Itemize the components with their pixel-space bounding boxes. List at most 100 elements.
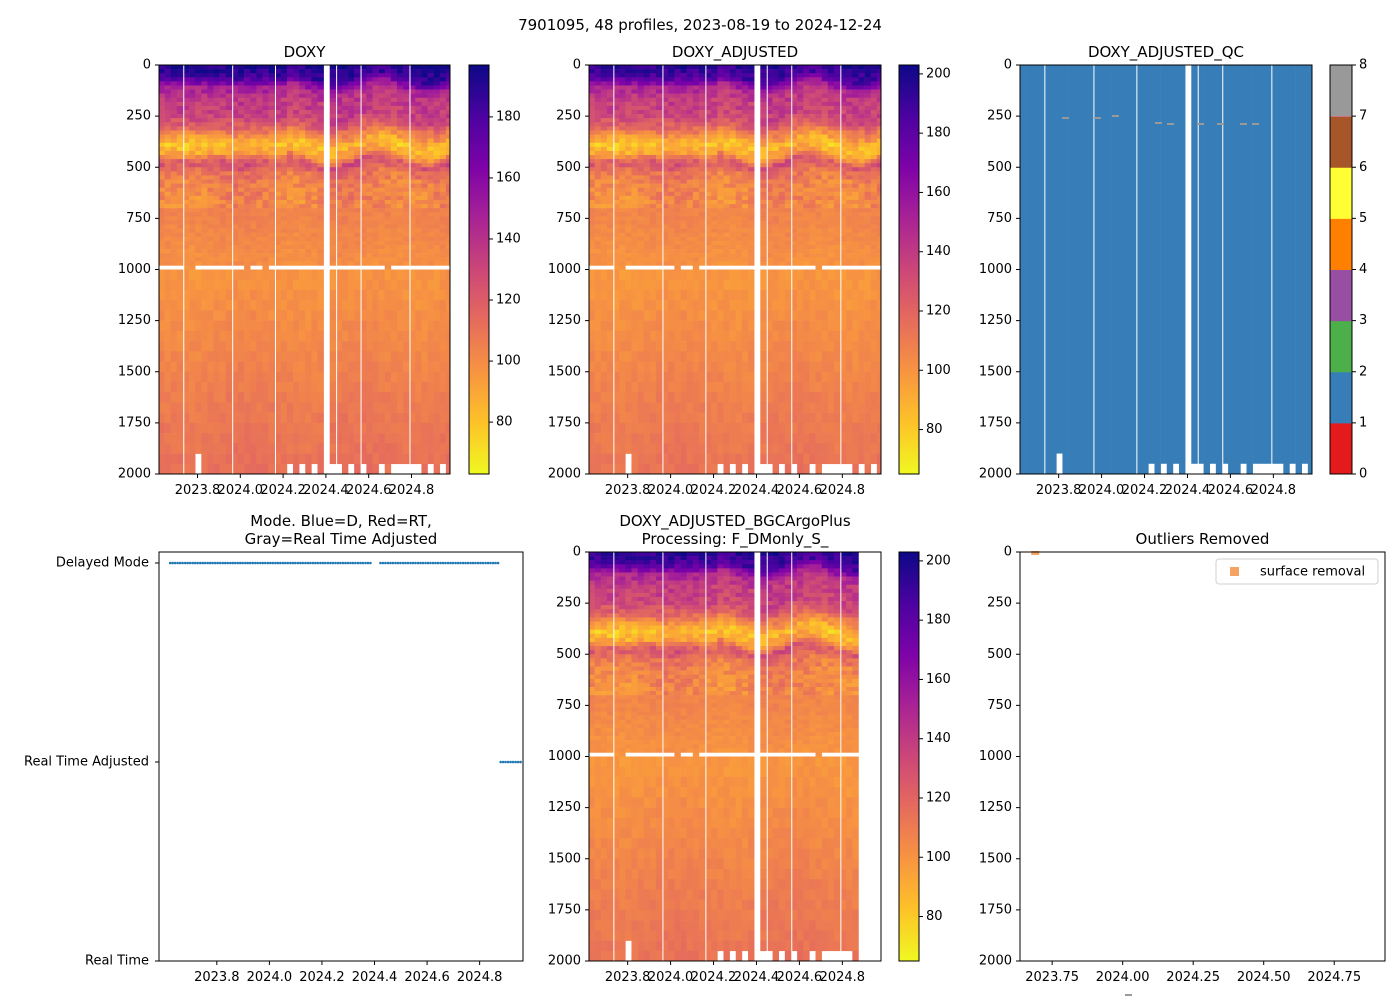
heatmap-cell [668,270,674,281]
heatmap-cell [699,151,705,155]
heatmap-cell [256,167,262,171]
heatmap-cell [214,122,220,126]
heatmap-cell [589,110,595,114]
heatmap-cell [723,454,729,465]
heatmap-cell [348,257,354,261]
heatmap-cell [317,102,323,106]
heatmap-cell [440,90,446,94]
heatmap-cell [207,188,213,192]
heatmap-cell [311,382,317,393]
heatmap-cell [693,130,699,134]
heatmap-cell [668,147,674,151]
heatmap-cell [619,290,625,301]
heatmap-cell [262,143,268,147]
heatmap-cell [177,90,183,94]
heatmap-cell [184,382,189,393]
heatmap-cell [250,175,256,179]
heatmap-cell [330,130,336,134]
heatmap-cell [693,321,699,332]
heatmap-cell [644,249,650,253]
heatmap-cell [730,454,736,465]
heatmap-cell [638,331,644,342]
heatmap-cell [337,402,342,413]
heatmap-cell [607,155,613,159]
heatmap-cell [440,163,446,167]
heatmap-cell [220,151,226,155]
heatmap-cell [220,122,226,126]
heatmap-cell [589,106,595,110]
heatmap-cell [373,126,379,130]
heatmap-cell [717,413,723,424]
heatmap-cell [281,94,287,98]
heatmap-cell [348,280,354,291]
heatmap-cell [207,102,213,106]
heatmap-cell [668,130,674,134]
heatmap-cell [177,290,183,301]
heatmap-cell [373,237,379,241]
heatmap-cell [276,253,281,257]
heatmap-cell [348,351,354,362]
heatmap-cell [736,175,742,179]
heatmap-cell [184,208,189,212]
heatmap-cell [595,196,601,200]
heatmap-cell [238,233,244,237]
heatmap-cell [256,163,262,167]
heatmap-cell [385,106,391,110]
heatmap-cell [638,151,644,155]
heatmap-cell [311,290,317,301]
heatmap-cell [269,114,275,118]
heatmap-cell [177,443,183,454]
heatmap-cell [693,139,699,143]
heatmap-cell [262,90,268,94]
heatmap-cell [201,139,207,143]
heatmap-cell [736,225,742,229]
heatmap-cell [354,77,360,81]
heatmap-cell [244,81,250,85]
heatmap-cell [687,73,693,77]
heatmap-cell [250,94,256,98]
heatmap-cell [354,110,360,114]
heatmap-cell [171,402,177,413]
heatmap-cell [262,257,268,261]
heatmap-cell [220,280,226,291]
heatmap-cell [397,98,403,102]
heatmap-cell [233,233,238,237]
heatmap-cell [711,225,717,229]
heatmap-cell [589,81,595,85]
heatmap-cell [201,464,207,475]
heatmap-cell [195,351,201,362]
heatmap-cell [250,392,256,403]
heatmap-cell [403,290,409,301]
heatmap-cell [385,443,391,454]
heatmap-cell [687,192,693,196]
heatmap-cell [663,280,668,291]
heatmap-cell [403,143,409,147]
heatmap-cell [354,143,360,147]
heatmap-cell [250,139,256,143]
heatmap-cell [693,188,699,192]
heatmap-cell [195,155,201,159]
heatmap-cell [397,261,403,265]
heatmap-cell [397,280,403,291]
heatmap-cell [625,423,631,434]
heatmap-cell [723,98,729,102]
heatmap-cell [674,85,680,89]
heatmap-cell [189,351,195,362]
heatmap-cell [736,159,742,163]
heatmap-cell [220,423,226,434]
heatmap-cell [262,85,268,89]
heatmap-cell [687,225,693,229]
heatmap-cell [330,300,336,311]
heatmap-cell [711,90,717,94]
heatmap-cell [397,73,403,77]
heatmap-cell [440,204,446,208]
heatmap-cell [668,196,674,200]
heatmap-cell [269,90,275,94]
heatmap-cell [668,175,674,179]
heatmap-cell [305,300,311,311]
heatmap-cell [663,110,668,114]
heatmap-cell [233,147,238,151]
heatmap-cell [391,216,397,220]
heatmap-cell [601,423,607,434]
heatmap-cell [226,220,232,224]
